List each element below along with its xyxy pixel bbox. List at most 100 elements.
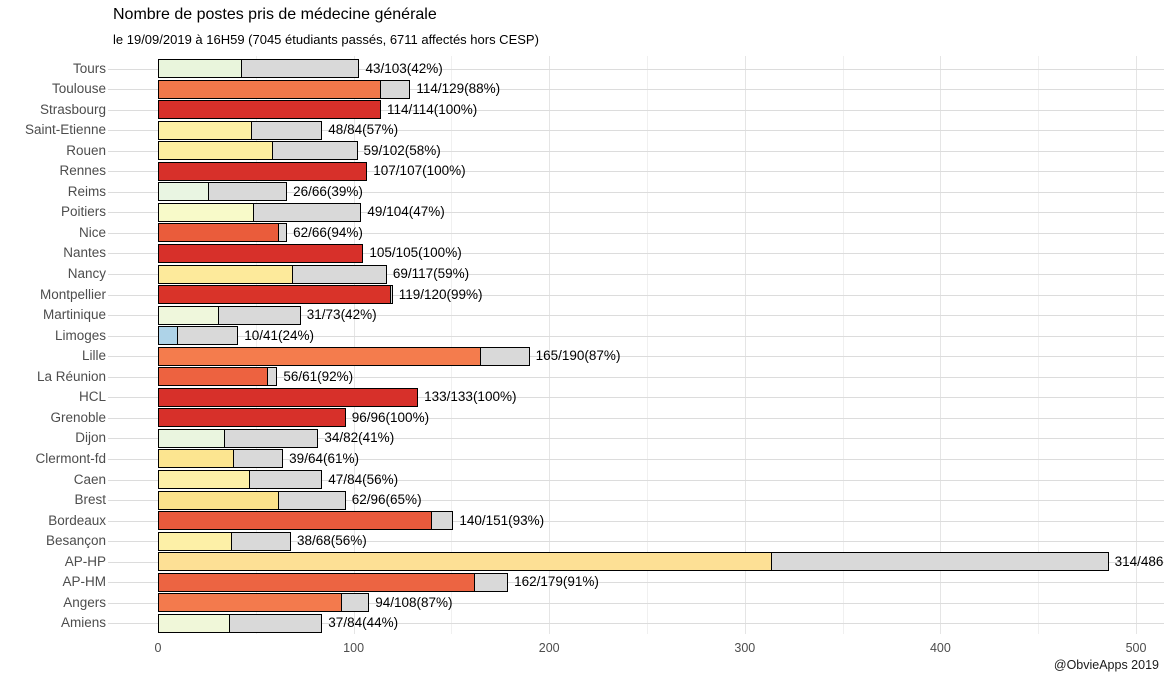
row-gridline bbox=[108, 294, 1164, 296]
row-gridline bbox=[108, 212, 1164, 214]
row-gridline bbox=[108, 376, 1164, 378]
bar-value-label: 162/179(91%) bbox=[514, 574, 599, 590]
bar-taken bbox=[158, 511, 432, 531]
bar-taken bbox=[158, 490, 280, 510]
bar-taken bbox=[158, 141, 274, 161]
bar-value-label: 31/73(42%) bbox=[306, 307, 377, 323]
y-axis-label: Nantes bbox=[63, 245, 106, 261]
x-tick-label: 200 bbox=[538, 641, 560, 655]
major-gridline bbox=[744, 56, 746, 634]
bar-taken bbox=[158, 470, 250, 489]
y-axis-label: AP-HP bbox=[64, 553, 106, 569]
row-gridline bbox=[108, 417, 1164, 419]
bar-taken bbox=[158, 593, 342, 613]
y-axis-label: Dijon bbox=[75, 430, 106, 446]
y-axis-label: Angers bbox=[63, 594, 106, 610]
y-axis-label: HCL bbox=[78, 389, 106, 405]
y-axis-label: Saint-Etienne bbox=[24, 122, 106, 138]
bar-taken bbox=[158, 120, 252, 140]
x-tick-label: 300 bbox=[734, 641, 756, 655]
y-axis-label: Nancy bbox=[67, 266, 106, 281]
bar-taken bbox=[158, 264, 293, 284]
minor-gridline bbox=[842, 56, 844, 634]
row-gridline bbox=[108, 541, 1164, 543]
bar-value-label: 47/84(56%) bbox=[328, 471, 399, 487]
y-axis-label: Brest bbox=[74, 492, 106, 508]
bar-value-label: 105/105(100%) bbox=[369, 245, 462, 261]
y-axis-label: Bordeaux bbox=[48, 512, 106, 528]
x-tick-label: 500 bbox=[1125, 641, 1147, 655]
row-gridline bbox=[108, 458, 1164, 460]
bar-value-label: 94/108(87%) bbox=[375, 594, 453, 610]
bar-taken bbox=[158, 367, 268, 387]
y-axis-label: Caen bbox=[73, 471, 106, 487]
major-gridline bbox=[353, 56, 355, 634]
y-axis-label: Lille bbox=[81, 348, 106, 364]
bar-taken bbox=[158, 531, 233, 551]
bar-taken bbox=[158, 202, 254, 222]
row-gridline bbox=[108, 191, 1164, 193]
bar-taken bbox=[158, 408, 346, 428]
row-gridline bbox=[108, 582, 1164, 584]
bar-value-label: 56/61(92%) bbox=[283, 368, 354, 384]
y-axis-label: Rennes bbox=[59, 163, 106, 179]
minor-gridline bbox=[1038, 56, 1040, 634]
y-axis-label: La Réunion bbox=[36, 368, 106, 384]
row-gridline bbox=[108, 623, 1164, 625]
y-axis-label: Rouen bbox=[66, 142, 106, 158]
major-gridline bbox=[940, 56, 942, 634]
row-gridline bbox=[108, 500, 1164, 502]
bar-taken bbox=[158, 161, 368, 181]
y-axis-label: Grenoble bbox=[50, 409, 106, 425]
bar-value-label: 165/190(87%) bbox=[535, 348, 621, 364]
credit-label: @ObvieApps 2019 bbox=[1053, 658, 1159, 672]
row-gridline bbox=[108, 171, 1164, 173]
bar-taken bbox=[158, 182, 209, 202]
x-tick-label: 100 bbox=[343, 641, 365, 655]
minor-gridline bbox=[647, 56, 648, 634]
row-gridline bbox=[108, 315, 1164, 317]
major-gridline bbox=[549, 56, 551, 634]
y-axis-label: Toulouse bbox=[51, 81, 106, 97]
bar-value-label: 119/120(99%) bbox=[398, 286, 483, 302]
y-axis-label: Clermont-fd bbox=[35, 450, 106, 466]
y-axis-label: Reims bbox=[67, 183, 106, 199]
y-axis-label: AP-HM bbox=[62, 574, 107, 590]
bar-taken bbox=[158, 613, 231, 633]
bar-value-label: 43/103(42%) bbox=[365, 60, 443, 76]
bar-taken bbox=[158, 59, 243, 78]
bar-value-label: 314/486 bbox=[1114, 553, 1164, 569]
row-gridline bbox=[108, 109, 1164, 111]
bar-taken bbox=[158, 223, 280, 243]
y-axis-label: Limoges bbox=[54, 327, 106, 343]
bar-taken bbox=[158, 79, 381, 99]
bar-taken bbox=[158, 552, 773, 572]
bar-value-label: 114/129(88%) bbox=[416, 81, 501, 97]
bar-value-label: 34/82(41%) bbox=[324, 430, 395, 446]
row-gridline bbox=[108, 479, 1164, 481]
bar-taken bbox=[158, 346, 481, 366]
bar-value-label: 62/66(94%) bbox=[293, 224, 363, 240]
y-axis-label: Martinique bbox=[42, 307, 106, 323]
row-gridline bbox=[108, 520, 1164, 522]
bar-value-label: 10/41(24%) bbox=[244, 327, 314, 343]
bar-value-label: 140/151(93%) bbox=[459, 512, 545, 528]
minor-gridline bbox=[451, 56, 453, 634]
row-gridline bbox=[108, 602, 1164, 604]
x-tick-label: 400 bbox=[929, 641, 951, 655]
row-gridline bbox=[108, 130, 1164, 132]
row-gridline bbox=[108, 274, 1164, 275]
y-axis-label: Nice bbox=[78, 224, 106, 240]
bar-value-label: 59/102(58%) bbox=[363, 142, 441, 158]
bar-taken bbox=[158, 285, 391, 305]
minor-gridline bbox=[255, 56, 257, 634]
chart-subtitle: le 19/09/2019 à 16H59 (7045 étudiants pa… bbox=[113, 32, 539, 47]
row-gridline bbox=[108, 253, 1164, 255]
chart-title: Nombre de postes pris de médecine généra… bbox=[113, 6, 437, 23]
bar-value-label: 48/84(57%) bbox=[328, 122, 399, 138]
bar-taken bbox=[158, 449, 235, 469]
row-gridline bbox=[108, 68, 1164, 70]
y-axis-label: Strasbourg bbox=[39, 101, 106, 117]
bar-value-label: 69/117(59%) bbox=[392, 266, 470, 281]
